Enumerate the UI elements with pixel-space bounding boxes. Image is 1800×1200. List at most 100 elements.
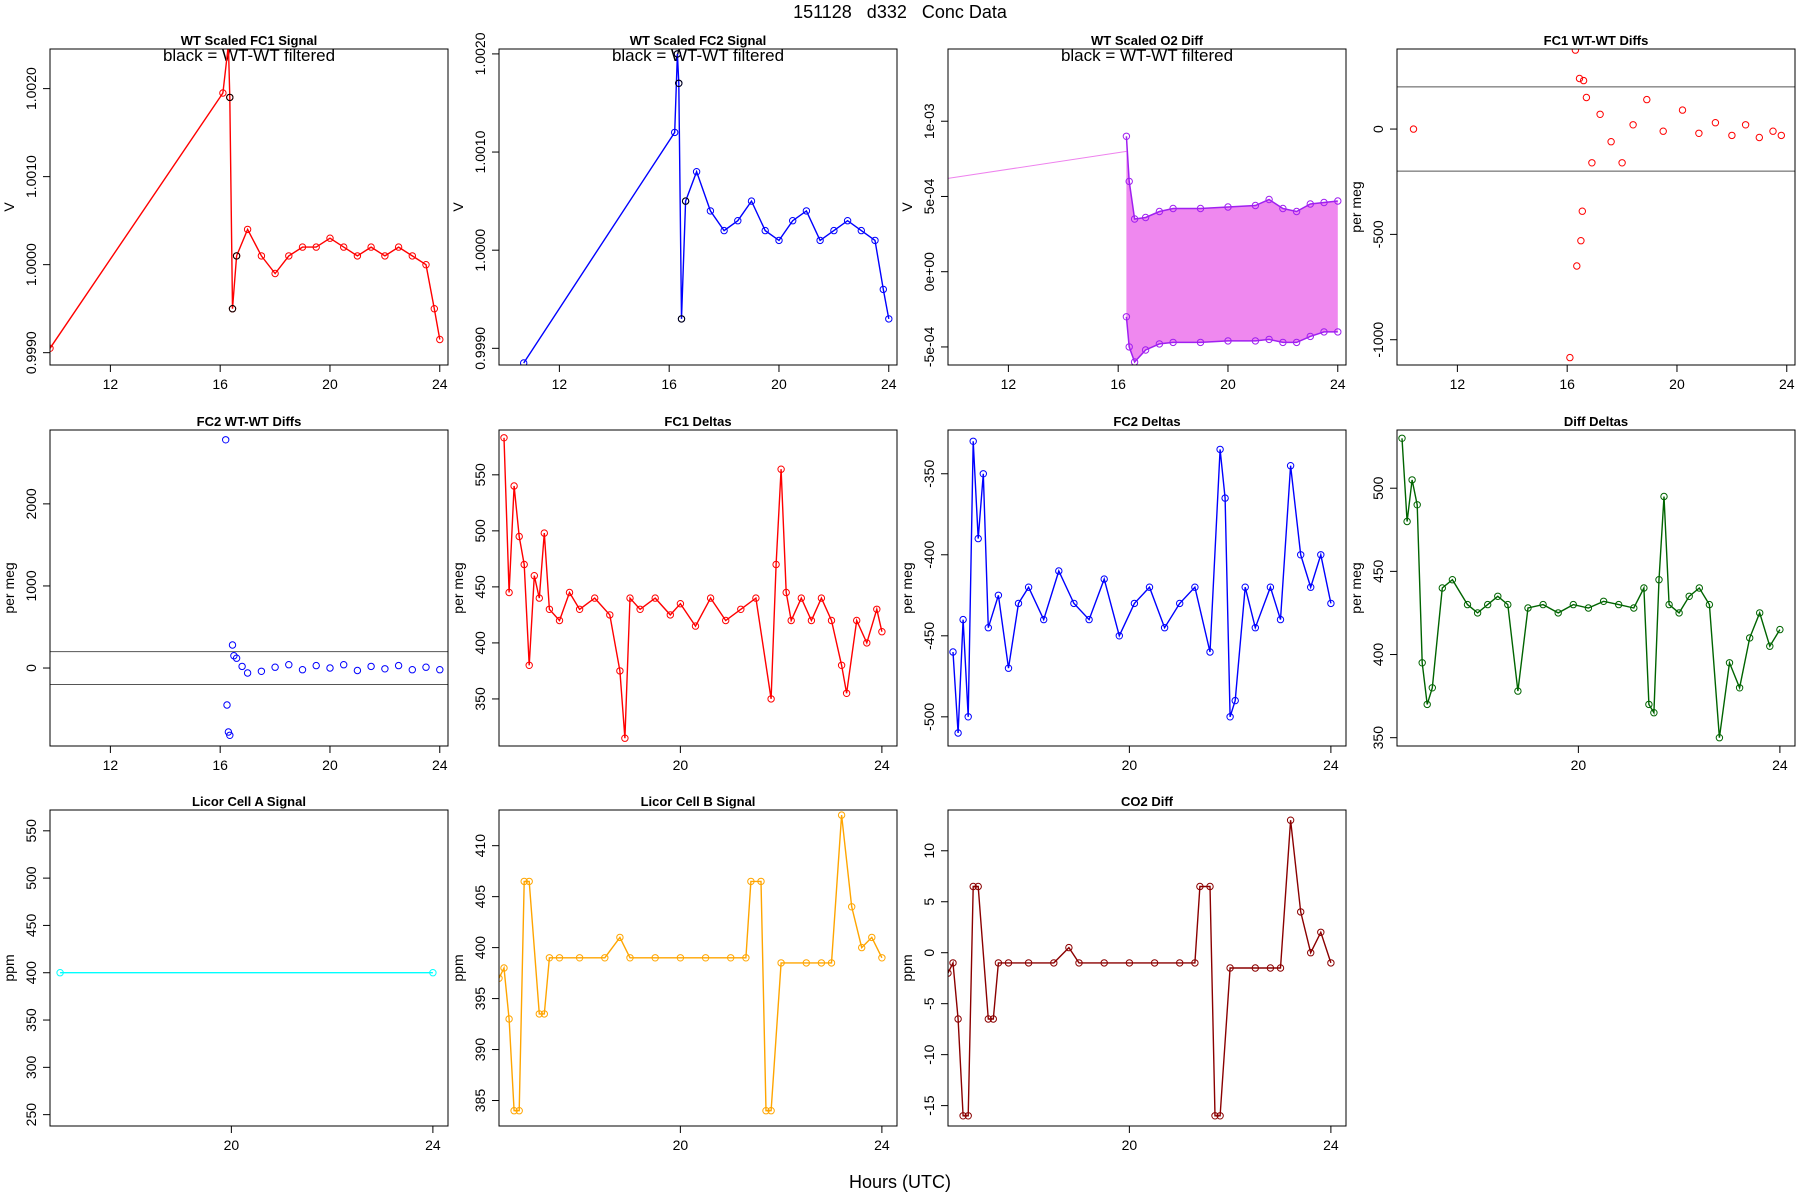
data-point: [243, 669, 252, 677]
chart-panel-8: Diff Deltas per meg 20 24 350 400 450 500: [1348, 414, 1796, 773]
plot-frame: [947, 429, 1347, 747]
data-point: [271, 269, 279, 278]
data-point: [1584, 604, 1593, 612]
x-tick-label: 20: [1122, 757, 1138, 773]
data-point: [1650, 709, 1658, 717]
data-point: [1306, 332, 1315, 341]
plot-area: [500, 434, 886, 742]
plot-area: [50, 49, 444, 352]
x-tick-label: 24: [432, 376, 448, 392]
data-point: [706, 207, 715, 215]
data-point: [949, 648, 957, 656]
y-tick-label: 0.9990: [472, 327, 488, 370]
panel-title: FC2 WT-WT Diffs: [197, 414, 302, 429]
x-tick-label: 24: [881, 376, 897, 392]
y-tick-label: 1.0010: [23, 155, 39, 198]
x-tick-label: 24: [1323, 757, 1339, 773]
data-point: [959, 615, 967, 624]
data-point: [312, 661, 320, 670]
y-tick-label: 450: [1370, 559, 1386, 583]
panel-title: CO2 Diff: [1121, 794, 1174, 809]
data-point: [1695, 584, 1704, 592]
data-point: [954, 1015, 962, 1023]
x-tick-label: 12: [103, 376, 119, 392]
chart-panel-11: CO2 Diff ppm 20 24 -15 -10 -5 0 5 10: [899, 794, 1347, 1153]
data-point: [676, 954, 685, 962]
data-point: [1169, 338, 1177, 347]
data-point: [1085, 615, 1093, 624]
y-tick-label: 0: [921, 949, 937, 957]
data-point: [994, 591, 1003, 599]
data-point: [1306, 200, 1315, 208]
y-tick-label: 250: [23, 1103, 39, 1127]
y-tick-label: 300: [23, 1055, 39, 1079]
data-point: [1569, 600, 1578, 609]
plot-area: [948, 132, 1342, 365]
data-point: [777, 959, 785, 967]
data-point: [510, 482, 518, 490]
data-point: [1014, 599, 1023, 608]
data-point: [436, 666, 444, 674]
data-point: [1577, 237, 1585, 245]
data-point: [545, 954, 554, 962]
data-point: [1251, 201, 1260, 210]
y-tick-label: 550: [23, 819, 39, 843]
data-point: [1599, 597, 1608, 605]
y-axis-label: per meg: [1348, 181, 1364, 232]
data-point: [1463, 600, 1472, 609]
data-point: [515, 1107, 523, 1115]
plot-area: [1398, 434, 1784, 742]
data-point: [591, 594, 599, 602]
data-point: [606, 611, 614, 619]
filtered-point: [228, 305, 237, 313]
x-tick-label: 16: [1559, 376, 1575, 392]
y-axis-label: ppm: [899, 954, 915, 981]
data-point: [1130, 215, 1139, 223]
data-point: [271, 663, 279, 671]
data-point: [545, 605, 554, 613]
data-point: [520, 359, 528, 365]
data-point: [1728, 131, 1736, 140]
data-point: [1514, 687, 1522, 695]
plot-frame: [49, 429, 449, 747]
data-point: [1176, 599, 1184, 608]
y-tick-label: 405: [472, 885, 488, 909]
data-point: [1418, 659, 1426, 667]
data-point: [974, 882, 982, 891]
plot-area: [499, 811, 886, 1115]
data-point: [816, 236, 824, 245]
data-point: [691, 622, 700, 630]
plot-frame: [498, 429, 898, 747]
data-point: [626, 954, 634, 962]
data-point: [706, 594, 715, 602]
data-point: [340, 661, 348, 669]
data-point: [964, 1112, 972, 1120]
data-point: [1438, 584, 1447, 592]
data-point: [298, 666, 307, 674]
data-point: [879, 285, 887, 294]
data-point: [873, 605, 881, 613]
data-point: [742, 954, 750, 962]
data-point: [1075, 959, 1083, 967]
data-point: [1241, 583, 1249, 591]
data-point: [408, 252, 416, 260]
y-tick-label: 550: [472, 463, 488, 487]
data-point: [1279, 338, 1287, 347]
data-point: [1276, 964, 1285, 972]
data-point: [1130, 599, 1139, 608]
data-point: [326, 234, 334, 242]
y-axis-label: per meg: [899, 562, 915, 613]
data-point: [1155, 340, 1164, 348]
data-point: [1297, 908, 1305, 916]
y-axis-label: V: [1, 202, 17, 212]
data-point: [954, 729, 962, 737]
data-point: [500, 434, 508, 442]
y-tick-label: 2000: [23, 488, 39, 519]
data-point: [616, 667, 624, 675]
data-point: [1607, 138, 1615, 146]
y-tick-label: 0.9990: [23, 331, 39, 374]
data-point: [500, 964, 508, 972]
data-point: [1141, 213, 1150, 222]
data-point: [1705, 600, 1714, 609]
